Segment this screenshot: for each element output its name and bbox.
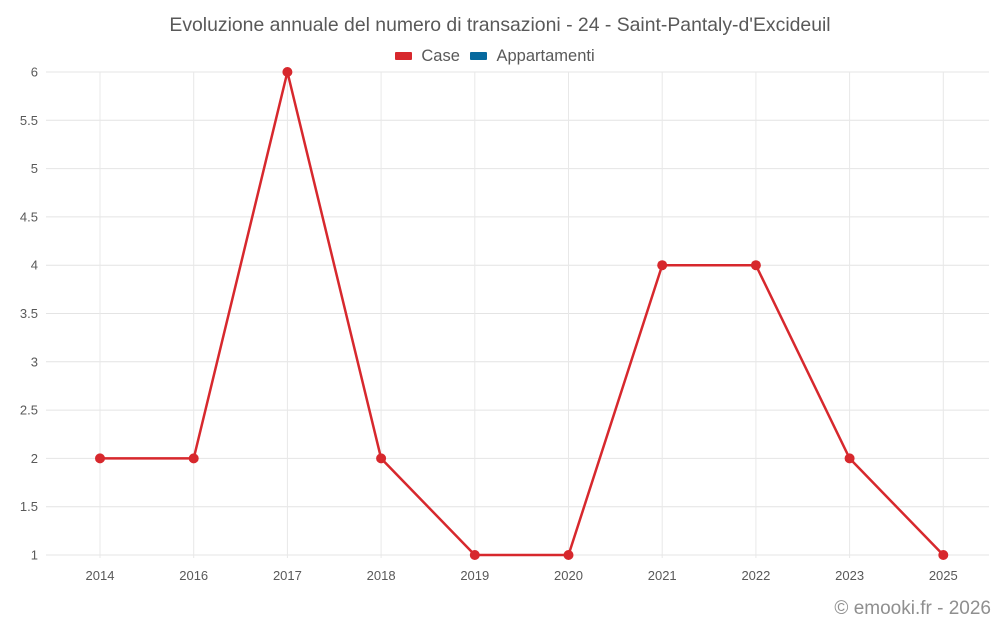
svg-text:2022: 2022: [741, 568, 770, 583]
svg-text:2018: 2018: [367, 568, 396, 583]
svg-text:1.5: 1.5: [20, 499, 38, 514]
svg-text:2017: 2017: [273, 568, 302, 583]
svg-text:2.5: 2.5: [20, 403, 38, 418]
svg-text:2025: 2025: [929, 568, 958, 583]
svg-text:2019: 2019: [460, 568, 489, 583]
svg-text:3: 3: [31, 354, 38, 369]
svg-text:5: 5: [31, 161, 38, 176]
svg-text:2016: 2016: [179, 568, 208, 583]
svg-text:2023: 2023: [835, 568, 864, 583]
svg-text:3.5: 3.5: [20, 306, 38, 321]
svg-text:4: 4: [31, 258, 38, 273]
svg-text:2014: 2014: [86, 568, 115, 583]
svg-text:4.5: 4.5: [20, 209, 38, 224]
svg-text:6: 6: [31, 65, 38, 80]
svg-text:1: 1: [31, 548, 38, 563]
svg-text:2020: 2020: [554, 568, 583, 583]
svg-text:2: 2: [31, 451, 38, 466]
svg-text:5.5: 5.5: [20, 113, 38, 128]
svg-text:2021: 2021: [648, 568, 677, 583]
